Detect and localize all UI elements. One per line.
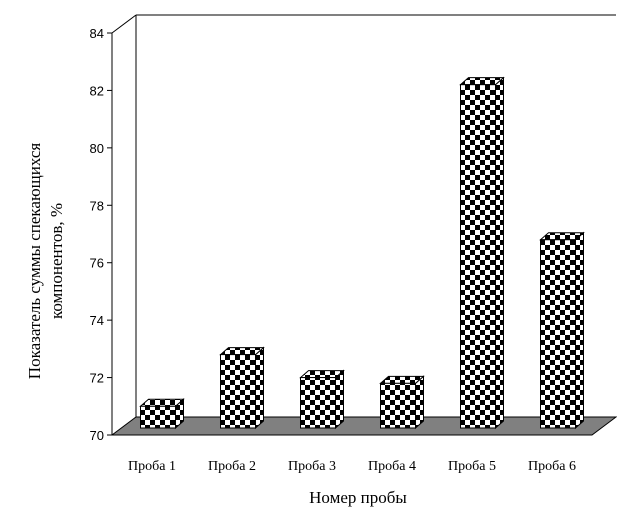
x-category-label: Проба 1 [128, 459, 176, 474]
y-tick-label: 72 [90, 371, 104, 386]
bar-5 [459, 76, 505, 430]
y-tick-label: 70 [90, 428, 104, 443]
bar-front-face [140, 405, 176, 429]
x-axis-category-labels: Проба 1 Проба 2 Проба 3 Проба 4 Проба 5 Проба… [128, 459, 576, 474]
bar-front-face [460, 84, 496, 429]
bar-3 [299, 369, 345, 430]
bar-side-face [575, 231, 584, 430]
y-axis-title-line-1: Показатель суммы спекающихся [25, 143, 44, 380]
x-category-label: Проба 4 [368, 459, 416, 474]
y-tick-label: 84 [90, 26, 104, 41]
bar-top-face [459, 77, 505, 86]
bar-front-face [220, 354, 256, 429]
frame-top-depth-line [111, 14, 137, 34]
x-axis-title: Номер пробы [309, 488, 407, 507]
y-tick-label: 82 [90, 83, 104, 98]
plot-frame [111, 14, 616, 435]
bars-group [139, 76, 585, 430]
y-tick-label: 74 [90, 313, 104, 328]
bar-side-face [415, 375, 424, 430]
y-tick-label: 80 [90, 141, 104, 156]
bar-front-face [300, 377, 336, 429]
bar-side-face [495, 76, 504, 430]
y-axis-title: Показатель суммы спекающихся компонентов… [25, 143, 66, 380]
bar-front-face [540, 239, 576, 429]
x-category-label: Проба 3 [288, 459, 336, 474]
bar-side-face [255, 346, 264, 430]
x-category-label: Проба 2 [208, 459, 256, 474]
bar-4 [379, 375, 425, 430]
bar-top-face [219, 347, 265, 356]
y-tick-label: 76 [90, 256, 104, 271]
bar-side-face [335, 369, 344, 430]
y-tick-label: 78 [90, 198, 104, 213]
bar-2 [219, 346, 265, 430]
y-axis-ticks: 70 72 74 76 78 80 82 84 [90, 26, 112, 443]
bar-top-face [139, 398, 185, 407]
x-category-label: Проба 5 [448, 459, 496, 474]
bar-1 [139, 398, 185, 430]
bar-6 [539, 231, 585, 430]
y-axis-title-line-2: компонентов, % [47, 203, 66, 319]
bar-front-face [380, 382, 416, 429]
x-category-label: Проба 6 [528, 459, 576, 474]
bar-top-face [539, 232, 585, 241]
bar-top-face [299, 370, 345, 379]
bar-top-face [379, 375, 425, 384]
